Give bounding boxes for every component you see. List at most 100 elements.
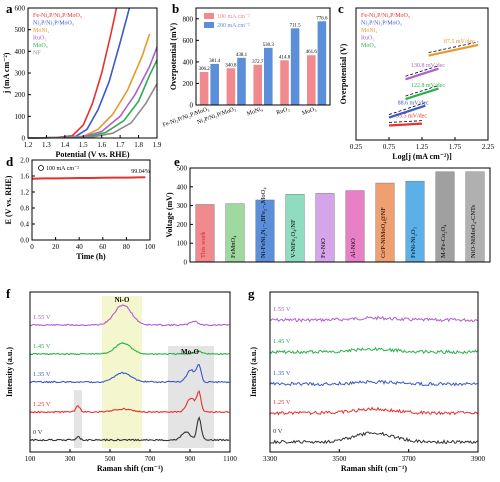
y-tick-label: 400 (183, 58, 194, 66)
y-tick-label: 500 (15, 26, 26, 34)
legend-entry: MoO₃ (33, 43, 48, 49)
y-tick-label: 200 (183, 80, 194, 88)
legend-entry: 200 mA cm⁻² (217, 23, 250, 29)
panel-label: e (174, 154, 180, 169)
bar-value-label: 711.5 (290, 23, 302, 28)
fit-guide (388, 120, 423, 123)
x-tick-label: 0.25 (350, 143, 363, 151)
trace-label: 1.45 V (33, 343, 51, 350)
y-tick-label: 400 (177, 183, 188, 191)
legend-entry: Fe-Ni₂P/Ni₂P/MoO₃ (361, 13, 410, 19)
x-tick-label: 1.3 (42, 141, 51, 149)
y-tick-label: 1.2 (20, 189, 29, 197)
trace-label: 1.35 V (273, 370, 291, 377)
y-axis-label: E (V vs. RHE) (4, 175, 13, 224)
bar-value-label: 306.2 (198, 67, 210, 72)
panel-label: b (172, 1, 179, 16)
bar-value-label: 776.6 (316, 16, 328, 21)
slope-label: 35.5 mV/dec (396, 114, 427, 120)
y-tick-label: 200 (15, 91, 26, 99)
y-tick-label: 0.8 (20, 205, 29, 213)
legend-entry: MoNi₄ (361, 28, 377, 34)
x-axis-label: Log[j (mA cm⁻²)] (392, 152, 452, 161)
x-axis-label: Raman shift (cm⁻¹) (341, 464, 408, 473)
slope-label: 87.5 mV/dec (444, 39, 475, 45)
raman-trace (29, 363, 230, 384)
y-axis-label: Intensity (a.u.) (249, 347, 258, 397)
slope-label: 122.8 mV/dec (411, 83, 445, 89)
x-tick-label: 1.6 (97, 141, 106, 149)
panel-label: f (6, 286, 11, 301)
fit-guide (405, 85, 439, 97)
legend-entry: MoNi₄ (33, 28, 49, 34)
bar-category-label: Ni-FeNi₂N₁₋ₓBFe₂₋ₓMoO₄ (260, 187, 267, 258)
trace-label: 1.25 V (273, 399, 291, 406)
x-tick-label: 3300 (263, 455, 278, 463)
x-tick-label: 40 (76, 243, 84, 251)
bar-value-label: 438.1 (236, 53, 248, 58)
y-axis-label: Intensity (a.u.) (5, 347, 14, 397)
x-tick-label: 80 (123, 243, 131, 251)
y-tick-label: 1.6 (20, 173, 29, 181)
x-tick-label: 0.75 (383, 143, 396, 151)
y-tick-label: 500 (177, 165, 188, 173)
x-tick-label: 700 (145, 455, 156, 463)
panel-label: a (6, 1, 13, 16)
bar-category-label: NiO-NiMoO₄-CNTs (470, 204, 477, 258)
panel-label: d (6, 154, 14, 169)
bar-category-label: FeNi-Ni₂O₃ (410, 227, 417, 258)
bar (280, 60, 289, 105)
bar-value-label: 461.6 (306, 50, 318, 55)
fit-guide (388, 102, 426, 115)
raman-trace (269, 315, 478, 323)
bar (264, 47, 273, 105)
legend-entry: Ni₂P/Ni₂P/MoO₃ (33, 21, 74, 27)
bar-category-label: Cr/P-NiMoO₄@NF (380, 207, 387, 258)
trace-label: 1.55 V (33, 314, 51, 321)
bar (237, 57, 246, 105)
bar (210, 63, 219, 105)
y-axis-label: Overpotential (mV) (169, 23, 178, 91)
y-axis-label: Overpotential (V) (339, 43, 348, 104)
bar-category-label: Fe-NiO (320, 238, 327, 258)
x-tick-label: 20 (52, 243, 60, 251)
fit-guide (405, 65, 439, 77)
legend-entry: 100 mA cm⁻² (46, 166, 79, 172)
x-tick-label: 100 (145, 243, 156, 251)
y-tick-label: 0 (184, 259, 188, 267)
mo-o-annotation: Mo-O (181, 348, 199, 356)
x-tick-label: 3700 (402, 455, 417, 463)
bar (290, 28, 300, 106)
slope-label: 130.8 mV/dec (411, 63, 445, 69)
x-tick-label: 100 (25, 455, 36, 463)
trace-label: 1.55 V (273, 306, 291, 313)
y-tick-label: 0 (190, 102, 194, 110)
legend-entry: Ni₂P/Ni₂P/MoO₃ (361, 21, 402, 27)
panel-d: 0 20 40 60 80 100 0.0 0.4 0.8 1.2 1.6 2.0 Time (h) E … (4, 154, 156, 261)
y-tick-label: 200 (177, 221, 188, 229)
panel-c: 35.5 mV/dec 88.6 mV/dec 87.5 mV/dec 130.8 m… (338, 1, 495, 161)
x-tick-label: 300 (65, 455, 76, 463)
x-tick-label: RuO₂ (276, 106, 291, 116)
trace-label: 1.25 V (33, 401, 51, 408)
panel-label: g (248, 286, 255, 301)
panel-e: This work FeMnO₄ Ni-FeNi₂N₁₋ₓBFe₂₋ₓMoO₄ V-N… (165, 154, 491, 267)
x-tick-label: 1.8 (134, 141, 143, 149)
x-tick-label: 1.4 (60, 141, 69, 149)
x-tick-label: MoNi₄ (246, 106, 263, 117)
x-tick-label: 1.25 (416, 143, 429, 151)
x-tick-label: 1.7 (116, 141, 125, 149)
y-tick-label: 400 (15, 48, 26, 56)
trace-label: 0 V (273, 428, 283, 435)
x-tick-label: 1100 (223, 455, 237, 463)
bar (253, 64, 262, 105)
legend-entry: MoO₃ (361, 43, 376, 49)
slope-label: 88.6 mV/dec (398, 101, 429, 107)
y-tick-label: 0 (22, 135, 26, 143)
raman-trace (269, 346, 478, 355)
raman-trace (29, 390, 230, 414)
panel-b: 306.2381.4Fe-Ni₂P/Ni₂P/MoO₃340.8438.1Ni₂… (162, 1, 331, 129)
retention-label: 99.04% (131, 169, 150, 175)
bar-category-label: FeMnO₄ (230, 235, 237, 258)
